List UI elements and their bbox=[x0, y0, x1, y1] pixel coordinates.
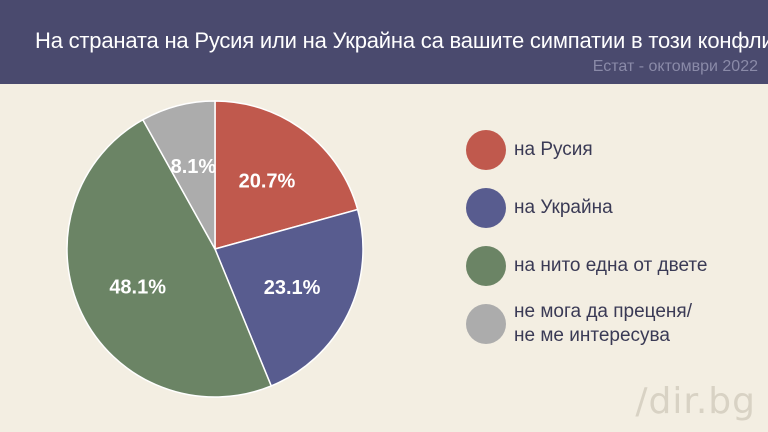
legend-label-neither: на нито една от двете bbox=[514, 255, 708, 276]
legend-swatch-neither bbox=[466, 246, 506, 286]
pie-slice-undecided bbox=[141, 100, 216, 252]
legend-item-neither: на нито една от двете bbox=[466, 246, 766, 286]
legend-item-ukraine: на Украйна bbox=[466, 188, 766, 228]
pie-label-undecided: 8.1% bbox=[171, 156, 217, 178]
pie-slice-neither bbox=[66, 118, 273, 398]
legend-label-russia: на Русия bbox=[514, 139, 593, 160]
pie-svg: 20.7% 23.1% 48.1% 8.1% bbox=[66, 100, 364, 398]
legend-swatch-undecided bbox=[466, 304, 506, 344]
pie-label-neither: 48.1% bbox=[109, 276, 166, 298]
chart-title: На страната на Русия или на Украйна са в… bbox=[35, 28, 768, 53]
legend-swatch-ukraine bbox=[466, 188, 506, 228]
chart-header: На страната на Русия или на Украйна са в… bbox=[0, 0, 768, 84]
legend-item-undecided: не мога да преценя/ не ме интересува bbox=[466, 301, 766, 346]
chart-source: Естат - октомври 2022 bbox=[592, 58, 758, 75]
legend-swatch-russia bbox=[466, 130, 506, 170]
pie-slice-ukraine bbox=[213, 208, 364, 387]
pie-chart: 20.7% 23.1% 48.1% 8.1% bbox=[60, 94, 370, 404]
legend: на Русия на Украйна на нито една от двет… bbox=[466, 130, 766, 362]
legend-label-undecided: не мога да преценя/ не ме интересува bbox=[514, 301, 692, 346]
pie-label-ukraine: 23.1% bbox=[264, 277, 321, 299]
dirbg-logo: /dir.bg bbox=[635, 381, 756, 422]
legend-label-ukraine: на Украйна bbox=[514, 197, 613, 218]
pie-label-russia: 20.7% bbox=[239, 171, 296, 193]
legend-item-russia: на Русия bbox=[466, 130, 766, 170]
pie-slice-russia bbox=[214, 100, 359, 250]
